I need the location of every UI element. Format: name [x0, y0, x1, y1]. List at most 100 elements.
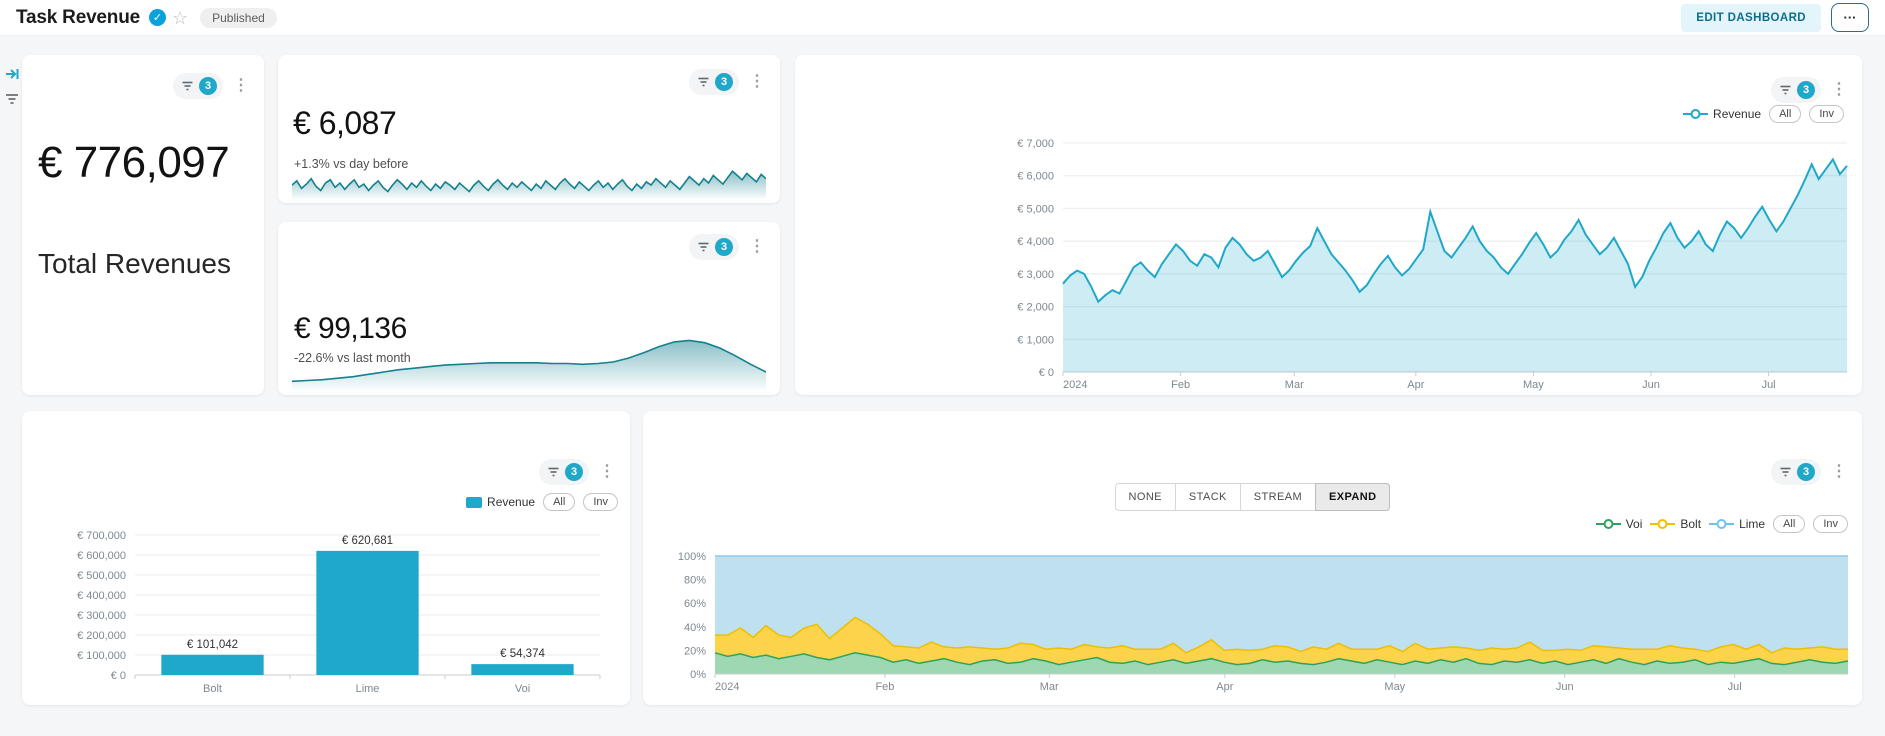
funnel-icon	[548, 467, 559, 477]
monthly-revenue-delta: -22.6% vs last month	[294, 351, 411, 365]
page-title: Task Revenue	[16, 6, 140, 28]
svg-text:€ 100,000: € 100,000	[77, 650, 126, 662]
svg-text:€ 101,042: € 101,042	[187, 639, 238, 651]
funnel-icon	[698, 242, 709, 252]
legend-all-button[interactable]: All	[1773, 515, 1806, 533]
svg-text:20%: 20%	[684, 645, 706, 657]
svg-text:Apr: Apr	[1407, 379, 1424, 391]
total-revenue-label: Total Revenues	[38, 248, 232, 279]
legend-all-button[interactable]: All	[543, 493, 576, 511]
legend-label: Voi	[1625, 517, 1643, 531]
svg-text:Lime: Lime	[356, 683, 380, 695]
legend-item-lime[interactable]: Lime	[1709, 517, 1765, 531]
toggle-stream[interactable]: STREAM	[1239, 483, 1317, 511]
legend-item-voi[interactable]: Voi	[1595, 517, 1643, 531]
funnel-icon	[1780, 467, 1791, 477]
filter-count-badge: 3	[1797, 463, 1815, 481]
filter-funnel-icon[interactable]	[5, 92, 19, 110]
svg-text:Jun: Jun	[1556, 681, 1574, 693]
card-monthly-revenue: 3 ⋮ € 99,136 -22.6% vs last month	[278, 222, 780, 395]
funnel-icon	[1780, 85, 1791, 95]
svg-text:Jun: Jun	[1642, 379, 1660, 391]
svg-text:Jul: Jul	[1762, 379, 1776, 391]
more-options-button[interactable]: ···	[1831, 3, 1869, 32]
daily-revenue-sparkline	[291, 161, 767, 199]
legend-all-button[interactable]: All	[1769, 105, 1802, 123]
svg-text:€ 7,000: € 7,000	[1017, 138, 1054, 150]
legend-label: Lime	[1739, 517, 1766, 531]
total-revenue-value: € 776,097	[38, 138, 230, 187]
svg-text:€ 400,000: € 400,000	[77, 590, 126, 602]
svg-text:€ 300,000: € 300,000	[77, 610, 126, 622]
filter-count-badge: 3	[715, 73, 733, 91]
kebab-menu-button[interactable]: ⋮	[233, 77, 249, 94]
monthly-revenue-sparkline	[291, 328, 767, 390]
filter-chip[interactable]: 3	[689, 234, 739, 260]
filter-count-badge: 3	[715, 238, 733, 256]
revenue-bar-chart: € 700,000 € 600,000 € 500,000 € 400,000 € 30…	[38, 523, 614, 703]
legend-item-bolt[interactable]: Bolt	[1650, 517, 1701, 531]
card-revenue-share-chart: 3 ⋮ NONE STACK STREAM EXPAND Voi Bolt Li…	[643, 411, 1862, 705]
svg-text:Feb: Feb	[1171, 379, 1190, 391]
toggle-expand[interactable]: EXPAND	[1315, 483, 1391, 511]
kebab-menu-button[interactable]: ⋮	[749, 238, 765, 255]
svg-text:€ 1,000: € 1,000	[1017, 334, 1054, 346]
legend-item-revenue[interactable]: Revenue	[466, 495, 535, 509]
card-revenue-line-chart: 3 ⋮ Revenue All Inv € 7,000 € 6,000 € 5,00…	[795, 55, 1862, 395]
expand-filter-panel-icon[interactable]	[4, 66, 20, 87]
revenue-line-chart: € 7,000 € 6,000 € 5,000 € 4,000 € 3,000 € 2,0…	[975, 130, 1855, 392]
svg-text:May: May	[1384, 681, 1405, 693]
dashboard-header: Task Revenue ✓ ☆ Published EDIT DASHBOAR…	[0, 0, 1885, 36]
svg-text:€ 200,000: € 200,000	[77, 630, 126, 642]
filter-chip[interactable]: 3	[539, 459, 589, 485]
monthly-revenue-value: € 99,136	[294, 312, 407, 345]
certified-icon: ✓	[148, 9, 166, 26]
filter-chip[interactable]: 3	[1771, 459, 1821, 485]
filter-count-badge: 3	[199, 77, 217, 95]
toggle-stack[interactable]: STACK	[1174, 483, 1241, 511]
filter-count-badge: 3	[1797, 81, 1815, 99]
legend-inv-button[interactable]: Inv	[1813, 515, 1848, 533]
legend-item-revenue[interactable]: Revenue	[1683, 107, 1761, 121]
filter-chip[interactable]: 3	[173, 73, 223, 99]
svg-text:2024: 2024	[1063, 379, 1087, 391]
kebab-menu-button[interactable]: ⋮	[1831, 81, 1847, 98]
status-badge: Published	[200, 7, 277, 28]
kebab-menu-button[interactable]: ⋮	[1831, 463, 1847, 480]
legend-line-marker-icon	[1683, 109, 1709, 119]
filter-chip[interactable]: 3	[689, 69, 739, 95]
svg-text:2024: 2024	[715, 681, 739, 693]
svg-text:Apr: Apr	[1216, 681, 1233, 693]
svg-text:€ 5,000: € 5,000	[1017, 203, 1054, 215]
legend-swatch-icon	[466, 496, 483, 508]
toggle-none[interactable]: NONE	[1114, 483, 1176, 511]
svg-text:€ 2,000: € 2,000	[1017, 302, 1054, 314]
filter-chip[interactable]: 3	[1771, 77, 1821, 103]
svg-text:€ 600,000: € 600,000	[77, 550, 126, 562]
legend-line-marker-icon	[1650, 519, 1676, 529]
svg-text:€ 620,681: € 620,681	[342, 535, 393, 547]
favorite-star-icon[interactable]: ☆	[171, 7, 189, 28]
card-revenue-bar-chart: 3 ⋮ Revenue All Inv € 700,000 € 600,000 € …	[22, 411, 630, 705]
card-daily-revenue: 3 ⋮ € 6,087 +1.3% vs day before	[278, 55, 780, 203]
kebab-menu-button[interactable]: ⋮	[599, 463, 615, 480]
svg-text:€ 4,000: € 4,000	[1017, 236, 1054, 248]
svg-text:Mar: Mar	[1040, 681, 1059, 693]
stack-mode-toggle-group: NONE STACK STREAM EXPAND	[1114, 483, 1391, 511]
svg-text:€ 0: € 0	[1039, 367, 1054, 379]
funnel-icon	[698, 77, 709, 87]
kebab-menu-button[interactable]: ⋮	[749, 73, 765, 90]
svg-text:60%: 60%	[684, 598, 706, 610]
svg-text:40%: 40%	[684, 622, 706, 634]
legend-label: Revenue	[1713, 107, 1762, 121]
edit-dashboard-button[interactable]: EDIT DASHBOARD	[1681, 3, 1821, 32]
svg-text:€ 54,374: € 54,374	[500, 648, 545, 660]
svg-text:Mar: Mar	[1285, 379, 1304, 391]
legend-inv-button[interactable]: Inv	[583, 493, 618, 511]
legend-inv-button[interactable]: Inv	[1809, 105, 1844, 123]
svg-text:€ 700,000: € 700,000	[77, 530, 126, 542]
svg-text:€ 6,000: € 6,000	[1017, 171, 1054, 183]
svg-text:80%: 80%	[684, 575, 706, 587]
svg-text:Feb: Feb	[875, 681, 894, 693]
svg-text:€ 3,000: € 3,000	[1017, 269, 1054, 281]
